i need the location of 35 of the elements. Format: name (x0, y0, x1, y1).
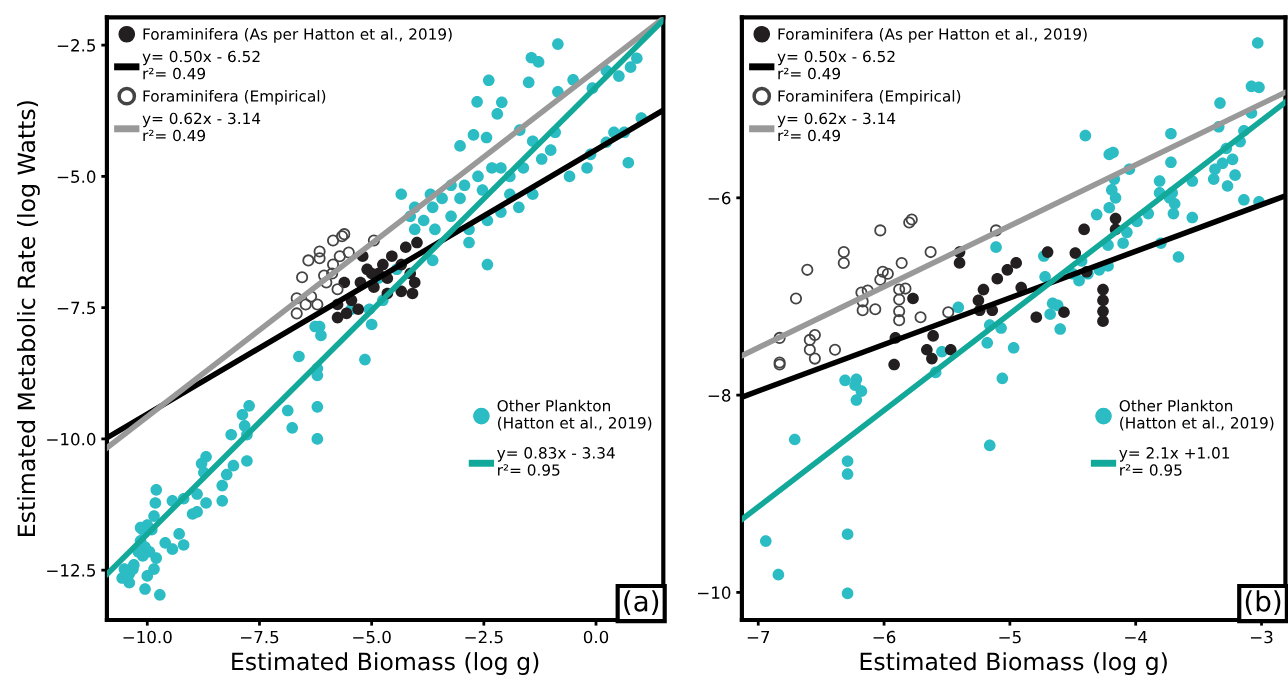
legend-label: Other Plankton (Hatton et al., 2019) (497, 399, 652, 431)
x-tick-label: −6 (873, 630, 896, 644)
y-tick-label: −10.0 (47, 432, 96, 446)
y-tick-label: −10 (698, 586, 731, 599)
legend-label: y= 0.62x - 3.14 r²= 0.49 (777, 112, 896, 142)
legend-label: y= 2.1x +1.01 r²= 0.95 (1119, 447, 1230, 476)
legend-label: Foraminifera (As per Hatton et al., 2019) (778, 27, 1087, 43)
x-axis-title: Estimated Biomass (log g) (860, 652, 1167, 675)
annotation: (a) (624, 590, 659, 615)
x-tick-label: −2.5 (465, 630, 503, 644)
y-tick-label: −6 (708, 191, 731, 205)
y-tick-label: −5.0 (57, 170, 96, 183)
y-tick-label: −8 (708, 389, 731, 402)
legend-label: y= 0.50x - 6.52 r²= 0.49 (142, 50, 260, 80)
legend-label: y= 0.50x - 6.52 r²= 0.49 (777, 50, 895, 80)
y-tick-label: −12.5 (47, 564, 96, 577)
x-tick-label: −3 (1251, 630, 1273, 644)
y-axis-title: Estimated Metabolic Rate (log Watts) (17, 101, 40, 536)
x-tick-label: −5 (999, 630, 1021, 644)
x-tick-label: 0.0 (583, 630, 609, 644)
legend-label: y= 0.83x - 3.34 r²= 0.95 (497, 447, 615, 476)
x-tick-label: −7.5 (241, 630, 279, 644)
x-tick-label: −5.0 (353, 630, 391, 644)
y-tick-label: −2.5 (57, 39, 96, 52)
x-axis-title: Estimated Biomass (log g) (232, 652, 539, 675)
x-tick-label: −4 (1125, 630, 1148, 644)
legend-label: y= 0.62x - 3.14 r²= 0.49 (142, 112, 261, 142)
legend-label: Foraminifera (Empirical) (143, 89, 326, 105)
legend-label: Foraminifera (As per Hatton et al., 2019) (143, 27, 452, 43)
annotation: (b) (1245, 590, 1281, 615)
x-tick-label: −7 (747, 630, 770, 644)
legend-label: Other Plankton (Hatton et al., 2019) (1119, 399, 1274, 431)
legend-label: Foraminifera (Empirical) (778, 89, 961, 105)
x-tick-label: −10.0 (123, 630, 172, 644)
y-tick-label: −7.5 (57, 301, 96, 315)
